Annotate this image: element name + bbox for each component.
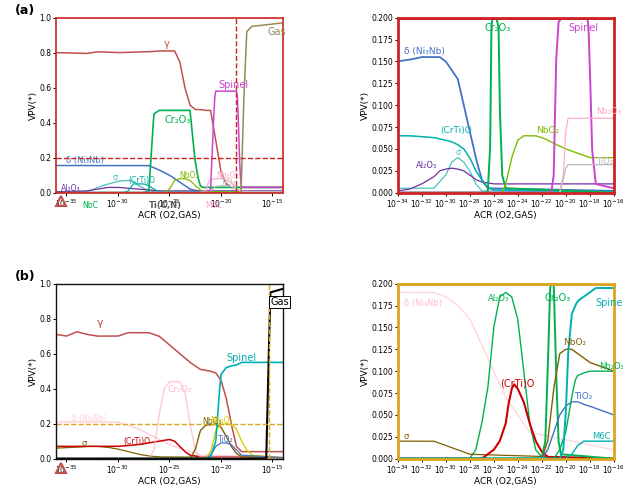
Text: Gas: Gas [267,27,286,37]
Text: Nb₂O₃: Nb₂O₃ [599,362,623,371]
Text: M6C: M6C [206,202,222,210]
Text: Nb₂O₃: Nb₂O₃ [216,171,239,180]
Text: TiO₂: TiO₂ [218,435,234,444]
Text: δ (Ni₃Nb): δ (Ni₃Nb) [404,298,442,307]
Text: Nb₂O₃: Nb₂O₃ [596,107,621,116]
Text: Cr₂O₃: Cr₂O₃ [164,114,191,124]
Text: Nb₂O₃: Nb₂O₃ [211,416,234,425]
Text: δ (Ni₃Nb): δ (Ni₃Nb) [72,414,107,423]
Text: TiO₂: TiO₂ [596,157,612,166]
Text: σ: σ [455,148,460,157]
Y-axis label: VPV(*): VPV(*) [29,356,38,386]
Text: σ: σ [82,438,87,448]
Text: Ti(C,N): Ti(C,N) [149,202,182,210]
Text: Cr₂O₃: Cr₂O₃ [544,293,570,303]
Text: TiO₂: TiO₂ [221,178,237,187]
Y-axis label: VPV(*): VPV(*) [29,91,38,120]
Text: Al₂O₃: Al₂O₃ [488,294,509,303]
Text: δ (Ni₃Nb): δ (Ni₃Nb) [404,47,445,56]
Text: Spinel: Spinel [219,80,249,90]
X-axis label: ACR (O2,GAS): ACR (O2,GAS) [474,477,537,486]
Text: σ: σ [113,173,118,182]
Text: (CrTi)O: (CrTi)O [500,379,534,389]
Text: (CrTi)O: (CrTi)O [440,126,472,135]
Text: (CrTi)O: (CrTi)O [128,176,155,185]
Text: M6C: M6C [592,432,611,442]
Text: (b): (b) [16,270,36,283]
Text: (CrTi)O: (CrTi)O [123,437,150,446]
Text: δ (Ni₃Nb): δ (Ni₃Nb) [67,156,105,165]
Text: NbO₂: NbO₂ [202,417,222,426]
X-axis label: ACR (O2,GAS): ACR (O2,GAS) [138,477,201,486]
Text: NbO₂: NbO₂ [179,171,199,180]
Y-axis label: VPV(*): VPV(*) [361,91,369,120]
Text: Spinel: Spinel [596,297,623,307]
X-axis label: ACR (O2,GAS): ACR (O2,GAS) [474,211,537,220]
Text: Gas: Gas [270,297,289,306]
Text: γ: γ [164,39,170,49]
Text: Cr₂O₃: Cr₂O₃ [484,23,510,33]
Text: TiO₂: TiO₂ [574,392,592,401]
Y-axis label: VPV(*): VPV(*) [361,356,369,386]
Text: γ: γ [97,318,104,328]
Text: Al₂O₃: Al₂O₃ [61,184,81,193]
Text: NbO₂: NbO₂ [536,126,559,135]
Text: NbO₂: NbO₂ [563,338,586,347]
Text: Spinel: Spinel [568,23,598,33]
Text: σ: σ [404,432,409,442]
Text: Al₂O₃: Al₂O₃ [416,161,437,170]
Text: Cr₂O₃: Cr₂O₃ [168,385,192,394]
Text: NbC: NbC [82,202,98,210]
Text: Spinel: Spinel [226,353,256,363]
X-axis label: ACR (O2,GAS): ACR (O2,GAS) [138,211,201,220]
Text: (a): (a) [16,4,36,17]
